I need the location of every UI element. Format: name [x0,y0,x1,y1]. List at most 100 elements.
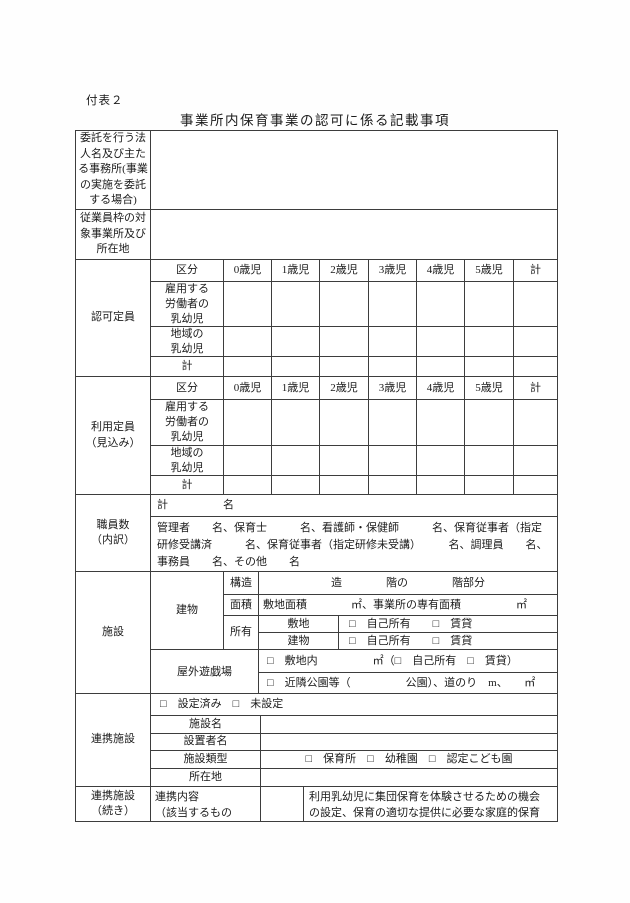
col-header: 区分 [176,264,198,276]
capacity-cell [223,399,271,445]
col-header: 5歳児 [464,260,513,281]
capacity-cell [368,399,416,445]
capacity-cell [271,445,319,475]
partner-type-options: □ 保育所 □ 幼稚園 □ 認定こども園 [305,753,513,766]
planned-capacity-label: 利用定員 （見込み） [76,377,151,494]
approved-capacity-label: 認可定員 [76,260,151,376]
partner-founder-label: 設置者名 [151,733,261,751]
col-header: 1歳児 [271,377,319,399]
facility-label: 施設 [76,572,151,693]
capacity-cell [319,281,368,326]
facility-building-block: 建物 構造 造 階の 階部分 面積 敷地面積 ㎡、事業所の専有面積 ㎡ 所有 [151,572,557,649]
section-planned-capacity: 利用定員 （見込み） 区分 0歳児 1歳児 2歳児 3歳児 4歳児 5歳児 計 … [76,376,557,494]
capacity-cell [319,356,368,376]
staff-detail-line: 管理者 名、保育士 名、看護師・保健師 名、保育従事者（指定 研修受講済 名、保… [151,516,557,571]
section-approved-capacity: 認可定員 区分 0歳児 1歳児 2歳児 3歳児 4歳児 5歳児 計 雇用する 労… [76,259,557,376]
staff-label: 職員数 （内訳） [76,495,151,571]
area-label: 面積 [224,595,259,615]
col-header: 計 [513,260,557,281]
col-header: 4歳児 [416,377,464,399]
approved-capacity-table: 区分 0歳児 1歳児 2歳児 3歳児 4歳児 5歳児 計 雇用する 労働者の 乳… [151,260,557,376]
building-label: 建物 [151,572,224,649]
form-table: 委託を行う法 人名及び主た る事務所(事業 の実施を委託 する場合) 従業員枠の… [75,130,558,822]
ownership-label: 所有 [224,616,259,649]
capacity-cell [416,475,464,494]
row-header: 計 [151,475,223,494]
capacity-cell [464,281,513,326]
col-header: 4歳児 [416,260,464,281]
capacity-cell [368,475,416,494]
section-employee-scope: 従業員枠の対 象事業所及び 所在地 [76,209,557,259]
partner-label: 連携施設 [76,694,151,786]
capacity-cell [416,445,464,475]
capacity-cell [223,326,271,356]
capacity-cell [223,356,271,376]
capacity-cell [513,281,557,326]
col-header: 2歳児 [319,260,368,281]
capacity-cell [513,399,557,445]
capacity-cell [513,356,557,376]
capacity-cell [368,326,416,356]
col-header: 計 [513,377,557,399]
playground-nearby-option: □ 近隣公園等（ 公園）、道のり m、 ㎡ [259,672,557,694]
capacity-cell [464,399,513,445]
col-header: 0歳児 [223,260,271,281]
row-header: 地域の 乳幼児 [151,326,223,356]
capacity-cell [223,445,271,475]
col-header: 3歳児 [368,260,416,281]
capacity-cell [271,475,319,494]
ownership-building-label: 建物 [259,633,339,649]
row-header: 計 [151,356,223,376]
row-header: 雇用する 労働者の 乳幼児 [151,399,223,445]
capacity-cell [271,281,319,326]
capacity-cell [464,475,513,494]
capacity-cell [319,326,368,356]
capacity-cell [319,399,368,445]
col-header: 2歳児 [319,377,368,399]
section-partner-continued: 連携施設 （続き） 連携内容 （該当するもの 利用乳幼児に集団保育を体験させるた… [76,786,557,821]
section-consignor: 委託を行う法 人名及び主た る事務所(事業 の実施を委託 する場合) [76,131,557,209]
capacity-cell [271,326,319,356]
doc-number: 付表２ [86,95,124,107]
col-header: 区分 [176,381,198,394]
col-header: 1歳児 [271,260,319,281]
structure-value: 造 階の 階部分 [331,576,485,589]
playground-onsite-option: □ 敷地内 ㎡（□ 自己所有 □ 賃貸） [267,654,518,667]
capacity-cell [464,326,513,356]
partner-type-label: 施設類型 [151,751,261,769]
partner-name-label: 施設名 [151,715,261,733]
capacity-cell [368,445,416,475]
partner-name-value-cell [261,716,557,733]
capacity-cell [368,356,416,376]
planned-capacity-table: 区分 0歳児 1歳児 2歳児 3歳児 4歳児 5歳児 計 雇用する 労働者の 乳… [151,377,557,494]
row-header: 雇用する 労働者の 乳幼児 [151,281,223,326]
partner-content-checkbox-cell [261,787,304,821]
playground-label: 屋外遊戯場 [151,650,259,694]
partner-founder-value-cell [261,734,557,751]
capacity-cell [416,399,464,445]
capacity-cell [319,475,368,494]
section-staff: 職員数 （内訳） 計 名 管理者 名、保育士 名、看護師・保健師 名、保育従事者… [76,494,557,571]
staff-total-line: 計 名 [157,499,234,511]
capacity-cell [271,399,319,445]
ownership-building-options: □ 自己所有 □ 賃貸 [349,634,473,647]
consignor-value-cell [151,131,557,209]
capacity-cell [223,281,271,326]
structure-label: 構造 [224,572,259,594]
capacity-cell [513,326,557,356]
capacity-cell [319,445,368,475]
partner-content-label: 連携内容 （該当するもの [151,787,261,821]
capacity-cell [416,326,464,356]
employee-scope-label: 従業員枠の対 象事業所及び 所在地 [76,210,151,259]
capacity-cell [416,281,464,326]
capacity-cell [513,445,557,475]
partner-cont-label: 連携施設 （続き） [76,787,151,821]
col-header: 3歳児 [368,377,416,399]
page-title: 事業所内保育事業の認可に係る記載事項 [180,113,450,128]
partner-address-label: 所在地 [151,769,261,787]
capacity-cell [464,356,513,376]
col-header: 5歳児 [464,377,513,399]
area-value: 敷地面積 ㎡、事業所の専有面積 ㎡ [263,598,527,611]
capacity-cell [368,281,416,326]
section-partner: 連携施設 □ 設定済み □ 未設定 施設名 設置者名 施設類型 □ 保育所 □ … [76,693,557,787]
